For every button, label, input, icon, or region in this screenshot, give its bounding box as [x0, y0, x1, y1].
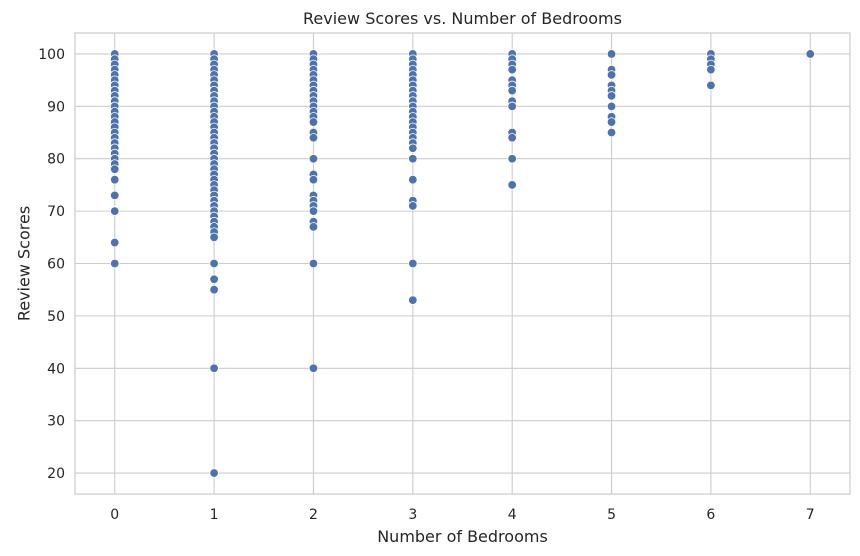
data-point	[308, 206, 319, 216]
plot-frame	[74, 32, 851, 495]
x-axis-ticks: 0 1 2 3 4 5 6 7	[110, 507, 814, 523]
data-point	[507, 180, 517, 190]
data-point	[110, 174, 120, 185]
data-point	[706, 80, 716, 91]
data-points	[110, 49, 815, 478]
data-point	[606, 91, 617, 101]
y-tick-label: 50	[47, 309, 65, 325]
y-tick-label: 40	[47, 361, 65, 377]
y-tick-label: 90	[47, 99, 65, 115]
data-point	[606, 117, 617, 127]
data-point	[606, 101, 617, 112]
data-point	[408, 201, 418, 211]
data-point	[408, 295, 418, 305]
y-tick-label: 70	[47, 204, 65, 220]
data-point	[110, 190, 120, 201]
x-tick-label: 5	[607, 507, 616, 523]
data-point	[209, 232, 219, 243]
data-point	[209, 258, 219, 269]
data-point	[110, 258, 120, 269]
data-point	[308, 258, 319, 269]
data-point	[209, 274, 219, 284]
data-point	[110, 237, 120, 248]
x-tick-label: 3	[408, 507, 417, 523]
data-point	[408, 258, 418, 269]
y-tick-label: 20	[47, 466, 65, 482]
x-tick-label: 6	[706, 507, 715, 523]
data-point	[209, 363, 219, 373]
x-tick-label: 1	[210, 507, 219, 523]
data-point	[209, 284, 219, 295]
data-point	[308, 154, 319, 164]
data-point	[110, 164, 120, 174]
y-tick-label: 80	[47, 152, 65, 168]
data-point	[507, 133, 517, 143]
data-point	[308, 222, 319, 232]
grid-lines	[75, 33, 850, 494]
x-tick-label: 0	[110, 507, 119, 523]
y-tick-label: 60	[47, 257, 65, 273]
y-tick-label: 100	[38, 47, 65, 63]
data-point	[606, 70, 617, 80]
x-tick-label: 4	[508, 507, 517, 523]
y-tick-label: 30	[47, 414, 65, 430]
data-point	[507, 154, 517, 164]
data-point	[408, 143, 418, 153]
data-point	[110, 206, 120, 216]
data-point	[308, 174, 319, 185]
data-point	[308, 133, 319, 143]
x-tick-label: 7	[806, 507, 815, 523]
data-point	[805, 49, 815, 59]
data-point	[408, 154, 418, 164]
data-point	[308, 363, 319, 373]
data-point	[606, 127, 617, 138]
data-point	[308, 117, 319, 127]
chart-title: Review Scores vs. Number of Bedrooms	[303, 9, 622, 28]
data-point	[606, 49, 617, 59]
x-axis-label: Number of Bedrooms	[377, 527, 548, 546]
y-axis-label: Review Scores	[15, 206, 34, 321]
data-point	[507, 64, 517, 75]
data-point	[209, 468, 219, 478]
data-point	[507, 101, 517, 112]
y-axis-ticks: 20 30 40 50 60 70 80 90 100	[38, 47, 65, 482]
data-point	[706, 64, 716, 75]
data-point	[507, 85, 517, 96]
x-tick-label: 2	[309, 507, 318, 523]
data-point	[408, 174, 418, 185]
